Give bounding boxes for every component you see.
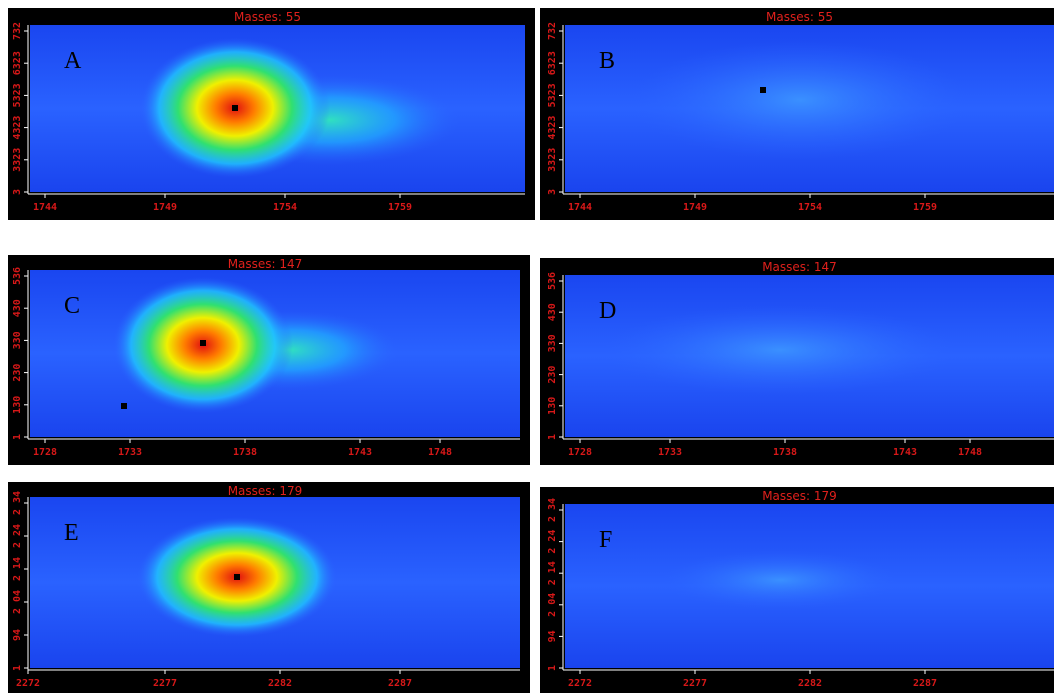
x-tick-label: 1743 [893,447,917,458]
y-tick-label: 536 [12,267,23,285]
panel-title: Masses: 55 [766,10,833,24]
x-tick-label: 1743 [348,447,372,458]
y-tick-label: 3 [12,189,23,195]
x-tick-label: 1733 [118,447,142,458]
y-tick-label: 6323 [547,51,558,75]
x-tick-label: 2272 [16,678,40,689]
y-tick-label: 1 [547,434,558,440]
intensity-blob [660,550,900,610]
panel-title: Masses: 147 [762,260,837,274]
intensity-blob [600,305,960,395]
x-tick-label: 1754 [273,202,297,213]
panel-label: C [64,293,80,319]
y-tick-label: 330 [12,331,23,349]
x-tick-label: 2277 [153,678,177,689]
panel: Masses: 147 D 1728 1733 1738 1743 1748 1 130 230 3… [540,258,1054,465]
y-tick-label: 230 [12,364,23,382]
panel: Masses: 55 B 1744 1749 1754 1759 3 3323 4323 5323… [540,8,1054,220]
panel: Masses: 179 F 2272 2277 2282 2287 1 94 2 04 2 14 2… [540,487,1054,693]
y-tick-label: 130 [547,397,558,415]
panel-title: Masses: 179 [762,489,837,503]
panel-label: E [64,520,79,546]
x-tick-label: 2287 [913,678,937,689]
panel-label: F [599,527,612,553]
y-tick-label: 2 04 [12,590,23,614]
y-tick-label: 536 [547,272,558,290]
x-tick-label: 1759 [388,202,412,213]
x-tick-label: 1728 [568,447,592,458]
x-tick-label: 1744 [568,202,592,213]
y-tick-label: 732 [547,22,558,40]
peak-marker [234,574,240,580]
x-tick-label: 1738 [233,447,257,458]
x-tick-label: 1748 [428,447,452,458]
panel-title: Masses: 147 [228,257,303,271]
peak-marker [121,403,127,409]
y-tick-label: 2 34 [12,491,23,515]
y-tick-label: 3 [547,189,558,195]
page: {"panels": [ {"label": "A", "title": "Ma… [0,0,1054,693]
y-tick-label: 6323 [12,51,23,75]
y-tick-label: 2 24 [12,524,23,548]
y-tick-label: 330 [547,334,558,352]
panel-title: Masses: 179 [228,484,303,498]
y-tick-label: 2 14 [12,557,23,581]
x-tick-label: 1748 [958,447,982,458]
y-tick-label: 1 [547,665,558,671]
y-tick-label: 2 04 [547,593,558,617]
intensity-blob [630,40,970,160]
panel: Masses: 147 C 1728 1733 1738 1743 1748 1 130 230 3… [8,255,530,465]
y-tick-label: 1 [12,665,23,671]
x-tick-label: 1728 [33,447,57,458]
panel-label: B [599,48,615,74]
x-tick-label: 1754 [798,202,822,213]
x-tick-label: 1733 [658,447,682,458]
y-tick-label: 5323 [547,83,558,107]
x-tick-label: 2287 [388,678,412,689]
y-tick-label: 130 [12,396,23,414]
x-tick-label: 2282 [268,678,292,689]
y-tick-label: 2 14 [547,561,558,585]
y-tick-label: 3323 [12,148,23,172]
y-tick-label: 94 [547,630,558,642]
x-tick-label: 1749 [153,202,177,213]
y-tick-label: 2 24 [547,530,558,554]
y-tick-label: 4323 [12,116,23,140]
x-tick-label: 1738 [773,447,797,458]
y-tick-label: 3323 [547,148,558,172]
y-tick-label: 230 [547,366,558,384]
y-tick-label: 94 [12,629,23,641]
peak-marker [232,105,238,111]
y-tick-label: 1 [12,434,23,440]
y-tick-label: 2 34 [547,498,558,522]
panel-title: Masses: 55 [234,10,301,24]
x-tick-label: 2282 [798,678,822,689]
y-tick-label: 4323 [547,116,558,140]
x-tick-label: 2272 [568,678,592,689]
y-tick-label: 5323 [12,83,23,107]
peak-marker [760,87,766,93]
y-tick-label: 430 [547,303,558,321]
x-tick-label: 2277 [683,678,707,689]
peak-marker [200,340,206,346]
panel-label: D [599,298,616,324]
panel: Masses: 55 A 1744 1749 1754 1759 3 3323 4323 5323… [8,8,535,220]
panel-label: A [64,48,82,74]
x-tick-label: 1744 [33,202,57,213]
figure: Masses: 55 A 1744 1749 1754 1759 3 3323 4323 5323… [0,0,1054,693]
panel: Masses: 179 E 2272 2277 2282 2287 1 94 2 04 2 14 2… [8,482,530,693]
y-tick-label: 430 [12,299,23,317]
x-tick-label: 1759 [913,202,937,213]
x-tick-label: 1749 [683,202,707,213]
y-tick-label: 732 [12,22,23,40]
